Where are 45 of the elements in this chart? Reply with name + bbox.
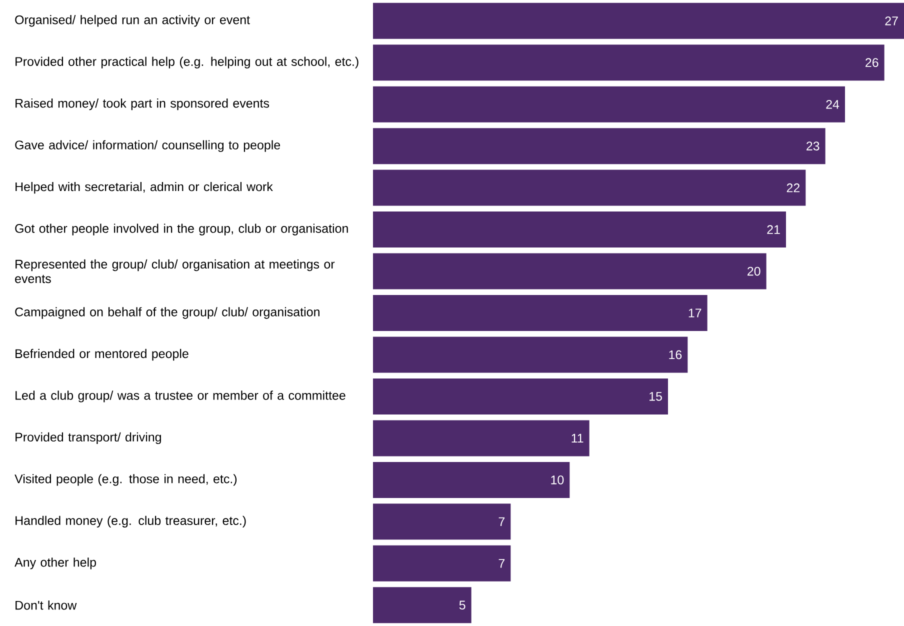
bar [372, 545, 511, 582]
y-tick-label: Provided other practical help (e.g. helping out at school, etc.) [16, 56, 358, 68]
bar [372, 504, 511, 540]
bar [372, 86, 845, 122]
y-tick-label: Led a club group/ was a trustee or member of a committee [16, 390, 346, 402]
data-label: 16 [669, 350, 682, 360]
data-label: 23 [806, 142, 820, 150]
bar [372, 295, 708, 332]
data-label: 22 [786, 183, 800, 192]
bar [372, 44, 884, 81]
y-tick-label: Any other help [14, 558, 96, 570]
bar [372, 587, 472, 624]
data-label: 17 [688, 308, 702, 318]
y-tick-label: Visited people (e.g. those in need, etc.) [14, 474, 237, 486]
bar [372, 336, 688, 373]
data-label: 5 [459, 600, 466, 610]
data-label: 11 [572, 434, 584, 443]
bar [372, 253, 766, 290]
bar [372, 212, 786, 248]
y-tick-label: Organised/ helped run an activity or event [15, 15, 250, 27]
y-tick-label: Befriended or mentored people [16, 348, 188, 361]
bar [372, 170, 806, 206]
bar [372, 420, 590, 456]
y-tick-label: Raised money/ took part in sponsored events [16, 98, 270, 110]
y-tick-label: Got other people involved in the group, club or organisation [15, 224, 348, 236]
data-label: 21 [767, 225, 780, 234]
y-tick-label: Provided transport/ driving [16, 432, 161, 444]
data-label: 10 [551, 476, 564, 484]
data-label: 27 [885, 16, 898, 26]
bar [372, 2, 904, 39]
y-tick-label: Gave advice/ information/ counselling to people [15, 140, 280, 152]
data-label: 7 [498, 517, 505, 526]
y-tick-label: Helped with secretarial, admin or clerical work [16, 182, 273, 194]
data-label: 15 [650, 392, 662, 401]
y-tick-label: Campaigned on behalf of the group/ club/ organisation [15, 307, 320, 319]
bar [372, 128, 826, 164]
data-label: 20 [748, 266, 760, 276]
data-label: 26 [866, 58, 878, 68]
y-tick-label: Don't know [16, 600, 77, 610]
bar [372, 462, 570, 498]
y-tick-label: Represented the group/ club/ organisation at meetings or events [15, 259, 335, 284]
data-label: 24 [826, 100, 840, 109]
data-label: 7 [498, 559, 505, 568]
bar [372, 378, 668, 414]
y-tick-label: Handled money (e.g. club treasurer, etc.) [16, 516, 246, 528]
